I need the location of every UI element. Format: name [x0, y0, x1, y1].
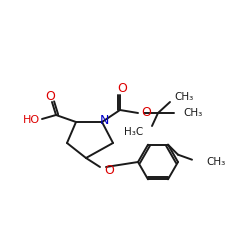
Text: O: O: [141, 106, 151, 120]
Text: H₃C: H₃C: [124, 127, 143, 137]
Text: N: N: [99, 114, 109, 128]
Text: O: O: [104, 164, 114, 176]
Text: O: O: [117, 82, 127, 96]
Text: CH₃: CH₃: [174, 92, 193, 102]
Text: HO: HO: [22, 115, 40, 125]
Text: O: O: [45, 90, 55, 102]
Text: CH₃: CH₃: [206, 157, 225, 167]
Text: CH₃: CH₃: [183, 108, 202, 118]
